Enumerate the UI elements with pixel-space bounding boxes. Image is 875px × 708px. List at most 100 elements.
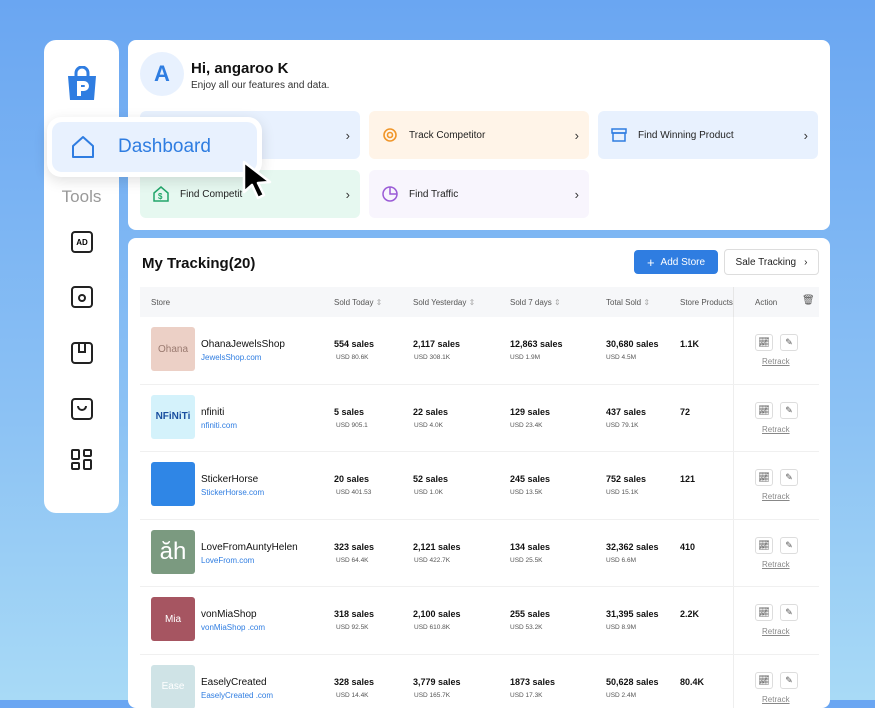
edit-icon[interactable]: ✎ bbox=[780, 469, 798, 486]
store-name[interactable]: nfiniti bbox=[201, 407, 224, 418]
col-sold-today[interactable]: Sold Today ⇕ bbox=[334, 298, 382, 307]
layout-icon[interactable] bbox=[71, 449, 93, 471]
settings-box-icon[interactable] bbox=[71, 286, 93, 308]
edit-icon[interactable]: ✎ bbox=[780, 537, 798, 554]
chart-icon[interactable]: 📈︎ bbox=[755, 402, 773, 419]
store-url[interactable]: nfiniti.com bbox=[201, 421, 237, 430]
retrack-link[interactable]: Retrack bbox=[762, 425, 790, 434]
chart-icon[interactable]: 📈︎ bbox=[755, 672, 773, 689]
target-icon bbox=[381, 126, 399, 144]
sold-7-days: 129 sales bbox=[510, 407, 550, 417]
sold-7-days-usd: USD 25.5K bbox=[510, 557, 543, 564]
quick-action-find-traffic[interactable]: Find Traffic› bbox=[369, 170, 589, 218]
retrack-link[interactable]: Retrack bbox=[762, 357, 790, 366]
action-cell: 📈︎ ✎ Retrack bbox=[733, 520, 819, 587]
col-sold-yesterday[interactable]: Sold Yesterday ⇕ bbox=[413, 298, 475, 307]
dashboard-label: Dashboard bbox=[118, 136, 211, 158]
sold-today-usd: USD 905.1 bbox=[336, 422, 368, 429]
total-sold-usd: USD 4.5M bbox=[606, 354, 636, 361]
sold-yesterday: 2,100 sales bbox=[413, 609, 461, 619]
sort-icon: ⇕ bbox=[376, 298, 383, 307]
col-store: Store bbox=[151, 298, 170, 307]
chart-icon[interactable]: 📈︎ bbox=[755, 537, 773, 554]
total-sold: 437 sales bbox=[606, 407, 646, 417]
store-name[interactable]: vonMiaShop bbox=[201, 609, 257, 620]
retrack-link[interactable]: Retrack bbox=[762, 695, 790, 704]
retrack-link[interactable]: Retrack bbox=[762, 492, 790, 501]
store-url[interactable]: EaselyCreated .com bbox=[201, 691, 273, 700]
sold-today: 318 sales bbox=[334, 609, 374, 619]
sold-today: 328 sales bbox=[334, 677, 374, 687]
add-store-label: Add Store bbox=[661, 257, 705, 268]
greeting: Hi, angaroo K bbox=[191, 60, 289, 77]
sold-yesterday-usd: USD 4.0K bbox=[414, 422, 443, 429]
sold-7-days: 255 sales bbox=[510, 609, 550, 619]
edit-icon[interactable]: ✎ bbox=[780, 402, 798, 419]
sold-today-usd: USD 64.4K bbox=[336, 557, 369, 564]
total-sold-usd: USD 2.4M bbox=[606, 692, 636, 699]
sold-yesterday-usd: USD 422.7K bbox=[414, 557, 450, 564]
sold-today-usd: USD 92.5K bbox=[336, 624, 369, 631]
store-url[interactable]: StickerHorse.com bbox=[201, 488, 264, 497]
ad-icon[interactable]: AD bbox=[71, 231, 93, 253]
chevron-right-icon: › bbox=[804, 128, 808, 143]
sold-yesterday: 22 sales bbox=[413, 407, 448, 417]
quick-action-label: Track Competitor bbox=[409, 130, 485, 141]
chart-icon[interactable]: 📈︎ bbox=[755, 469, 773, 486]
inbox-icon[interactable] bbox=[71, 398, 93, 420]
table-row: Mia vonMiaShop vonMiaShop .com 318 sales… bbox=[140, 587, 819, 655]
table-row: StickerHorse StickerHorse.com 20 sales U… bbox=[140, 452, 819, 520]
sort-icon: ⇕ bbox=[554, 298, 561, 307]
col-sold-7-days[interactable]: Sold 7 days ⇕ bbox=[510, 298, 561, 307]
store-logo: NFiNiTi bbox=[151, 395, 195, 439]
sold-yesterday-usd: USD 165.7K bbox=[414, 692, 450, 699]
sold-today-usd: USD 401.53 bbox=[336, 489, 371, 496]
sold-7-days-usd: USD 1.9M bbox=[510, 354, 540, 361]
sale-tracking-button[interactable]: Sale Tracking› bbox=[724, 249, 819, 275]
add-store-button[interactable]: +Add Store bbox=[634, 250, 718, 274]
edit-icon[interactable]: ✎ bbox=[780, 672, 798, 689]
store-logo bbox=[151, 462, 195, 506]
quick-action-find-winning-product[interactable]: Find Winning Product› bbox=[598, 111, 818, 159]
store-name[interactable]: EaselyCreated bbox=[201, 677, 267, 688]
sold-today-usd: USD 14.4K bbox=[336, 692, 369, 699]
dashboard-nav-item[interactable]: Dashboard bbox=[47, 117, 262, 177]
sort-icon: ⇕ bbox=[643, 298, 650, 307]
table-header: Store Sold Today ⇕ Sold Yesterday ⇕ Sold… bbox=[140, 287, 819, 317]
store-logo: ăh bbox=[151, 530, 195, 574]
chart-icon[interactable]: 📈︎ bbox=[755, 334, 773, 351]
retrack-link[interactable]: Retrack bbox=[762, 560, 790, 569]
sold-7-days-usd: USD 13.5K bbox=[510, 489, 543, 496]
sidebar: Tools AD bbox=[44, 40, 119, 513]
quick-action-track-competitor[interactable]: Track Competitor› bbox=[369, 111, 589, 159]
sold-yesterday-usd: USD 610.8K bbox=[414, 624, 450, 631]
sold-yesterday-usd: USD 1.0K bbox=[414, 489, 443, 496]
retrack-link[interactable]: Retrack bbox=[762, 627, 790, 636]
quick-action-label: Find Competit bbox=[180, 189, 242, 200]
sold-7-days: 245 sales bbox=[510, 474, 550, 484]
bookmark-icon[interactable] bbox=[71, 342, 93, 364]
edit-icon[interactable]: ✎ bbox=[780, 334, 798, 351]
action-cell: 📈︎ ✎ Retrack bbox=[733, 317, 819, 384]
store-products: 80.4K bbox=[680, 677, 704, 687]
store-url[interactable]: vonMiaShop .com bbox=[201, 623, 265, 632]
store-url[interactable]: LoveFrom.com bbox=[201, 556, 254, 565]
sold-yesterday: 2,117 sales bbox=[413, 339, 460, 349]
store-url[interactable]: JewelsShop.com bbox=[201, 353, 261, 362]
sold-7-days-usd: USD 53.2K bbox=[510, 624, 543, 631]
store-name[interactable]: LoveFromAuntyHelen bbox=[201, 542, 298, 553]
store-products: 410 bbox=[680, 542, 695, 552]
tools-label: Tools bbox=[44, 187, 119, 207]
col-total-sold[interactable]: Total Sold ⇕ bbox=[606, 298, 650, 307]
chart-icon[interactable]: 📈︎ bbox=[755, 604, 773, 621]
avatar[interactable]: A bbox=[140, 52, 184, 96]
store-logo: Mia bbox=[151, 597, 195, 641]
total-sold: 32,362 sales bbox=[606, 542, 659, 552]
total-sold: 752 sales bbox=[606, 474, 646, 484]
trash-icon[interactable]: 🗑 bbox=[802, 295, 815, 306]
store-name[interactable]: StickerHorse bbox=[201, 474, 258, 485]
edit-icon[interactable]: ✎ bbox=[780, 604, 798, 621]
store-name[interactable]: OhanaJewelsShop bbox=[201, 339, 285, 350]
sold-today: 323 sales bbox=[334, 542, 374, 552]
sort-icon: ⇕ bbox=[469, 298, 476, 307]
